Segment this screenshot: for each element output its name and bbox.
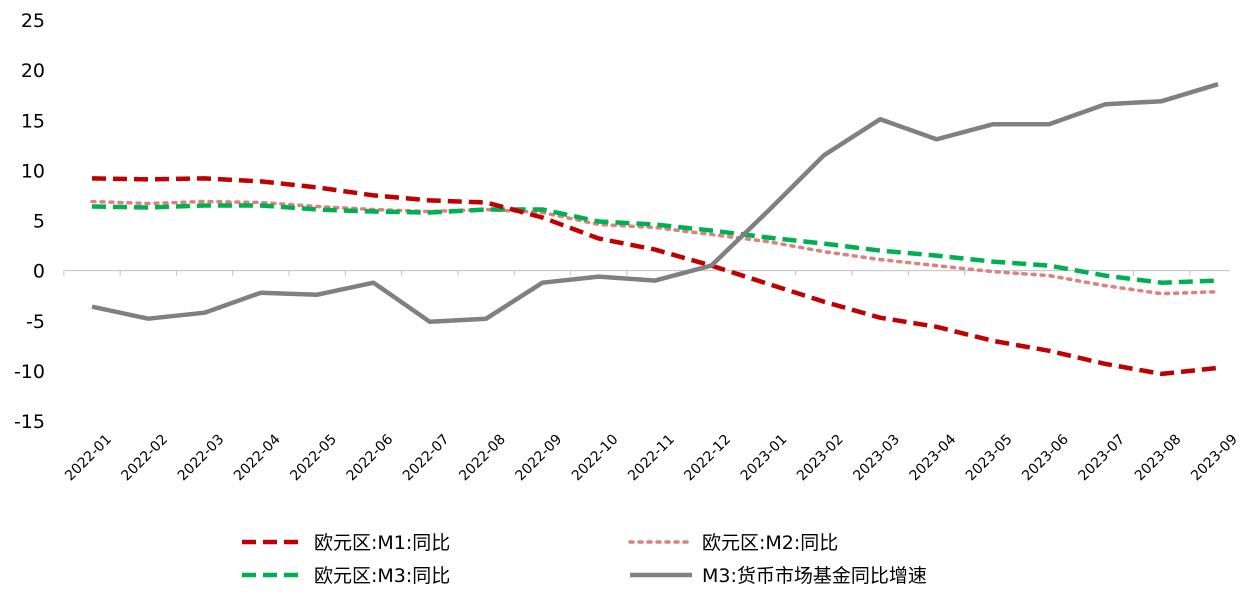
legend-label: 欧元区:M3:同比 — [314, 565, 450, 587]
y-tick-label: 0 — [33, 261, 45, 283]
legend-label: 欧元区:M2:同比 — [702, 532, 838, 554]
x-tick-label: 2023-06 — [1019, 431, 1072, 484]
x-tick-label: 2022-02 — [118, 432, 171, 485]
x-tick-label: 2023-08 — [1132, 432, 1185, 485]
y-tick-label: 15 — [21, 110, 45, 132]
x-tick-label: 2022-11 — [625, 432, 678, 485]
y-axis: 25 20 15 10 5 0 -5 -10 -15 — [14, 10, 45, 433]
y-tick-label: -5 — [26, 311, 45, 333]
x-tick-label: 2023-07 — [1076, 432, 1129, 485]
x-tick-label: 2023-01 — [738, 432, 791, 485]
x-tick-label: 2022-09 — [513, 432, 566, 485]
x-tick-label: 2022-06 — [344, 431, 397, 484]
legend-item: 欧元区:M2:同比 — [628, 532, 838, 554]
legend-label: 欧元区:M1:同比 — [314, 532, 450, 554]
x-tick-label: 2022-08 — [456, 432, 509, 485]
x-tick-label: 2022-10 — [569, 432, 622, 485]
x-tick-label: 2023-04 — [907, 431, 960, 484]
legend-label: M3:货币市场基金同比增速 — [702, 565, 927, 587]
legend-item: M3:货币市场基金同比增速 — [630, 565, 927, 587]
y-tick-label: 5 — [33, 211, 45, 233]
y-tick-label: 10 — [21, 160, 45, 182]
series-line-4 — [91, 82, 1219, 325]
x-tick-label: 2022-01 — [62, 432, 115, 485]
series-line-1 — [91, 176, 1219, 377]
legend-item: 欧元区:M1:同比 — [242, 532, 450, 554]
x-tick-label: 2023-02 — [794, 432, 847, 485]
x-tick-label: 2023-05 — [963, 432, 1016, 485]
x-tick-label: 2022-07 — [400, 432, 453, 485]
y-tick-label: 20 — [21, 60, 45, 82]
y-tick-label: -15 — [14, 411, 45, 433]
y-tick-label: -10 — [14, 361, 45, 383]
series-line-2 — [90, 199, 1220, 296]
x-tick-label: 2022-03 — [175, 432, 228, 485]
x-tick-label: 2022-04 — [231, 431, 284, 484]
x-tick-label: 2023-03 — [850, 432, 903, 485]
x-tick-label: 2022-12 — [681, 432, 734, 485]
legend-item: 欧元区:M3:同比 — [242, 565, 450, 587]
x-tick-label: 2022-05 — [287, 432, 340, 485]
x-tick-label: 2023-09 — [1188, 432, 1241, 485]
y-tick-label: 25 — [21, 10, 45, 32]
series-layer — [90, 82, 1220, 377]
